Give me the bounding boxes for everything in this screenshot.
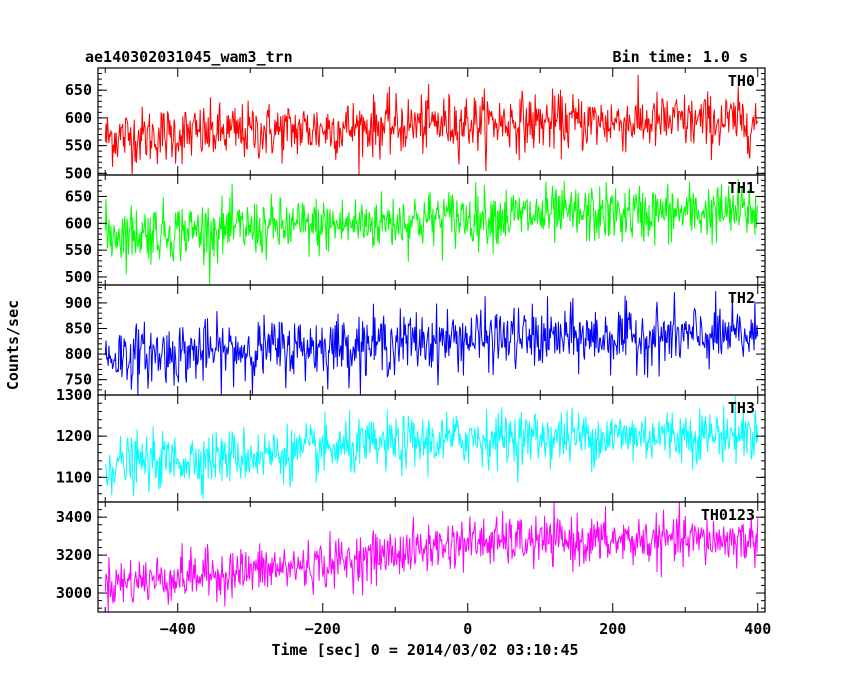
x-axis: −400 −200 0 200 400 (160, 620, 772, 638)
panel-label-th2: TH2 (728, 289, 755, 307)
series-line-th0123 (104, 502, 759, 612)
panel-label-th1: TH1 (728, 179, 755, 197)
y-tick-label: 750 (65, 371, 92, 389)
y-tick-label: 900 (65, 294, 92, 312)
panel-th3: 1100 1200 1300 TH3 (56, 386, 766, 503)
panel-label-th0: TH0 (728, 72, 755, 90)
y-tick-label: 1200 (56, 427, 92, 445)
y-tick-label: 500 (65, 164, 92, 182)
y-tick-label: 550 (65, 137, 92, 155)
panel-frame (97, 174, 766, 286)
y-tick-label: 850 (65, 319, 92, 337)
x-tick-label: −400 (160, 620, 196, 638)
y-tick-label: 3400 (56, 508, 92, 526)
y-tick-label: 650 (65, 81, 92, 99)
panel-th0: 500 550 600 650 TH0 (65, 67, 766, 182)
y-axis-title: Counts/sec (4, 300, 22, 390)
y-tick-label: 3000 (56, 584, 92, 602)
x-tick-label: −200 (305, 620, 341, 638)
panel-label-th3: TH3 (728, 399, 755, 417)
series-line-th0 (104, 74, 759, 175)
panel-frame (97, 501, 766, 613)
panel-th0123: 3000 3200 3400 TH0123 (56, 501, 766, 613)
bin-time-label: Bin time: 1.0 s (613, 48, 748, 66)
y-tick-label: 550 (65, 241, 92, 259)
y-tick-label: 1100 (56, 468, 92, 486)
x-axis-title: Time [sec] 0 = 2014/03/02 03:10:45 (271, 641, 578, 659)
series-line-th2 (104, 290, 759, 395)
panel-th1: 500 550 600 650 TH1 (65, 174, 766, 286)
panel-label-th0123: TH0123 (701, 506, 755, 524)
chart-title: ae140302031045_wam3_trn (85, 48, 293, 66)
x-tick-label: 0 (463, 620, 472, 638)
y-tick-label: 650 (65, 187, 92, 205)
y-tick-label: 3200 (56, 546, 92, 564)
y-tick-label: 600 (65, 109, 92, 127)
series-line-th1 (104, 178, 759, 285)
x-tick-label: 400 (744, 620, 771, 638)
y-tick-label: 800 (65, 345, 92, 363)
y-tick-label: 1300 (56, 386, 92, 404)
y-tick-label: 600 (65, 214, 92, 232)
panels-group: 500 550 600 650 TH0 500 550 600 650 TH1 750 800 850 9… (56, 67, 766, 613)
y-tick-label: 500 (65, 268, 92, 286)
x-tick-label: 200 (599, 620, 626, 638)
series-line-th3 (104, 395, 759, 500)
panel-th2: 750 800 850 900 TH2 (65, 284, 766, 396)
